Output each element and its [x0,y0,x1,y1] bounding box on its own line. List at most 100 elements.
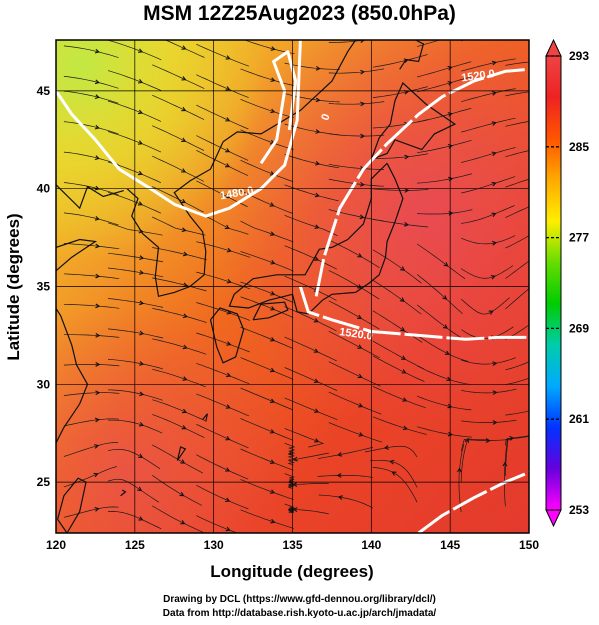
streamline-arrow [314,438,320,443]
streamline-arrow [225,86,231,91]
streamline-arrow [492,420,498,425]
streamline-arrow [357,314,363,319]
streamline [152,155,204,182]
streamline-arrow [359,214,365,220]
streamline [196,515,239,533]
streamline-arrow [139,300,145,306]
streamline-arrow [179,491,185,497]
streamline [284,397,338,421]
streamline [196,43,250,67]
streamline [505,435,529,477]
streamline-arrow [536,147,540,151]
colorbar-min-triangle [545,509,562,528]
streamline-arrow [138,516,144,521]
streamline [328,270,380,300]
streamline-arrow [491,240,498,246]
x-tick-150: 150 [519,538,539,552]
streamline-arrow [316,35,320,39]
streamline-arrow [492,361,498,366]
streamline-arrow [313,318,319,323]
streamline [505,31,560,35]
streamline-arrow [225,163,231,168]
streamline-arrow [359,181,365,187]
streamline [196,135,249,161]
streamline [504,437,508,507]
streamline-arrow [287,450,293,456]
streamline [63,334,120,338]
streamline-arrow [94,506,100,512]
streamline [328,422,383,443]
streamline [416,335,469,362]
coastline-segment [222,40,357,143]
streamline-arrow [357,373,363,379]
streamline-arrow [315,97,321,103]
coastline-segment [56,238,98,273]
streamline-arrow [270,336,276,342]
streamline [108,419,163,434]
streamline [107,389,163,401]
streamline [152,338,207,355]
streamline-arrow [537,30,541,34]
streamline-arrow [270,77,276,82]
streamline-arrow [94,417,100,423]
streamline-arrow [314,408,320,413]
streamline [152,368,206,388]
streamline-arrow [491,60,497,66]
streamline-arrow [391,471,397,476]
streamline [372,467,418,503]
streamline [505,121,529,127]
streamline-arrow [139,255,145,261]
streamline-arrow [95,303,101,309]
streamline-arrow [270,489,276,494]
streamline-arrow [225,404,231,409]
streamline [461,419,517,423]
streamline [461,40,466,42]
streamline [240,448,294,471]
streamline [328,40,367,43]
streamline-arrow [139,361,145,366]
streamline [416,274,463,315]
streamline [152,277,207,292]
streamline-arrow [138,48,144,53]
streamline [416,243,466,279]
streamline [416,395,472,411]
coastline-segment [56,307,89,444]
streamline-arrow [181,198,187,204]
streamline [63,45,119,58]
streamline [318,494,374,509]
streamline-arrow [313,378,319,383]
streamline-arrow [488,310,494,315]
streamline [416,304,466,340]
streamline [152,125,205,151]
streamline-arrow [226,247,232,253]
streamline-arrow [94,124,100,130]
streamline [417,209,473,215]
streamline-arrow [358,432,364,437]
streamline [461,117,516,133]
streamline [63,418,120,427]
streamline-arrow [292,482,298,487]
streamline [284,275,337,301]
colorbar-tick-277: 277 [569,231,589,245]
streamline-arrow [404,154,410,160]
streamline-arrow [448,36,452,40]
streamline [63,364,120,367]
streamline [63,506,119,518]
streamline [505,235,529,249]
streamline [328,133,385,137]
streamline-arrow [181,408,188,414]
streamline-arrow [270,367,276,373]
streamline-arrow [270,291,276,296]
streamline-arrow [447,65,453,71]
chart-title: MSM 12Z25Aug2023 (850.0hPa) [143,2,456,25]
streamline [63,212,119,226]
streamline [107,298,164,308]
streamline [461,235,516,245]
credit-data: Data from http://database.rish.kyoto-u.a… [162,608,437,619]
streamline [196,484,249,510]
streamline [240,479,294,500]
streamline-arrow [491,151,497,157]
contour-line [298,286,529,341]
streamline [152,94,205,120]
streamline-arrow [447,431,453,437]
